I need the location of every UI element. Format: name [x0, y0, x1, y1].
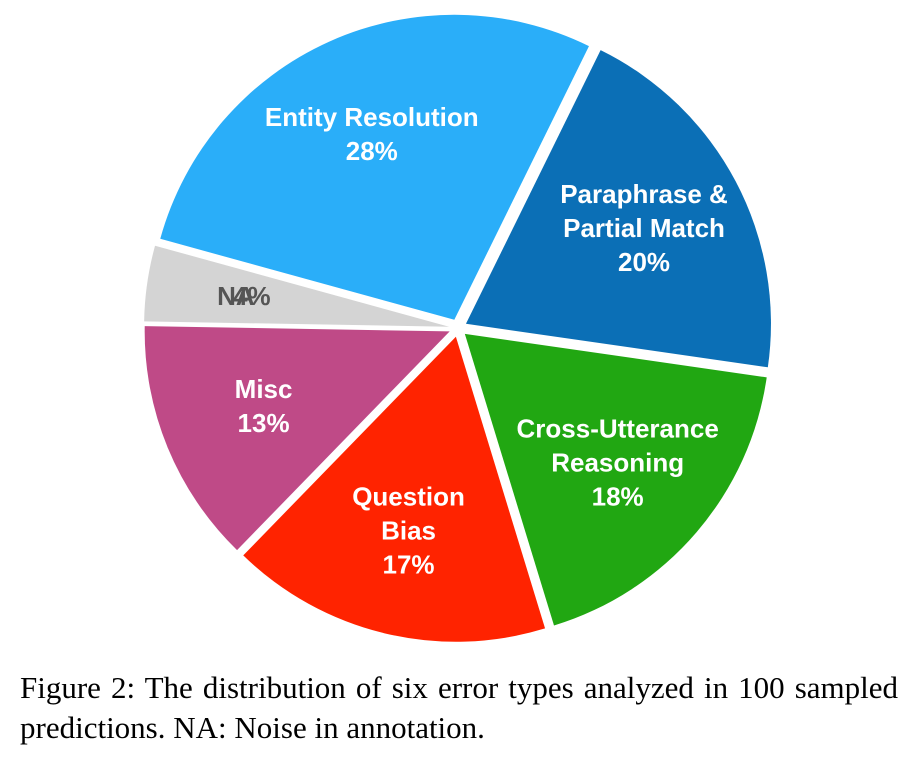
value-label: 28% [346, 136, 398, 166]
slice-label: Paraphrase & [560, 179, 728, 209]
caption: Figure 2: The distribution of six error … [20, 670, 898, 745]
value-label: 4% [233, 281, 271, 311]
slice-label: Misc [235, 374, 293, 404]
pie-slice [464, 333, 767, 626]
pie-slice [243, 336, 546, 642]
slice-label: Bias [381, 515, 436, 545]
slice-label: Question [352, 481, 465, 511]
slice-label: NA [217, 281, 255, 311]
pie-slice [160, 14, 589, 320]
slice-label: Entity Resolution [265, 102, 479, 132]
slice-label: Partial Match [563, 213, 725, 243]
pie-slice [144, 245, 450, 327]
slice-label: Reasoning [551, 448, 684, 478]
slice-label: Cross-Utterance [517, 414, 719, 444]
pie-slice [465, 50, 771, 368]
pie-slice [144, 326, 450, 551]
value-label: 18% [592, 482, 644, 512]
value-label: 17% [383, 549, 435, 579]
value-label: 13% [238, 408, 290, 438]
value-label: 20% [618, 247, 670, 277]
chart: Entity Resolution 28% Paraphrase & Partial … [144, 14, 771, 642]
